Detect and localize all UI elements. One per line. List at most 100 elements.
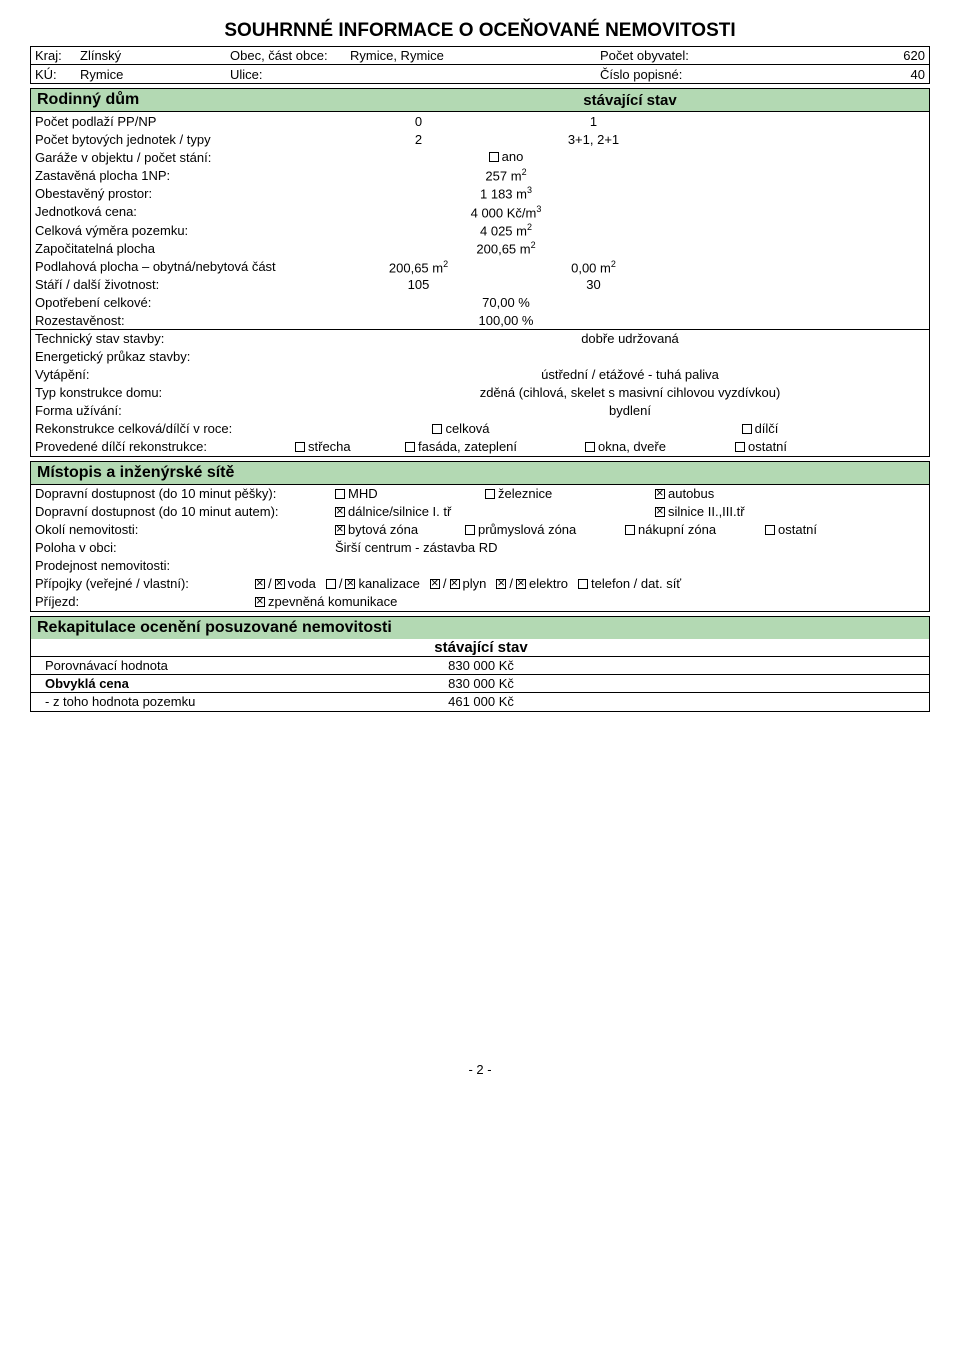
voda-vl-checkbox bbox=[275, 579, 285, 589]
typ-val: zděná (cihlová, skelet s masivní cihlovo… bbox=[331, 384, 929, 401]
autobus-checkbox bbox=[655, 489, 665, 499]
ok-ost: ostatní bbox=[761, 521, 929, 539]
cv-label: Celková výměra pozemku: bbox=[31, 222, 331, 239]
da-label: Dopravní dostupnost (do 10 minut autem): bbox=[31, 503, 331, 520]
zap-label: Započitatelná plocha bbox=[31, 240, 331, 257]
zp-label: Zastavěná plocha 1NP: bbox=[31, 167, 331, 184]
prov-3: okna, dveře bbox=[581, 438, 731, 456]
okna-checkbox bbox=[585, 442, 595, 452]
byt-a: 2 bbox=[331, 131, 506, 148]
ku-value: Rymice bbox=[76, 66, 226, 83]
stari-b: 30 bbox=[506, 276, 681, 293]
podlazi-label: Počet podlaží PP/NP bbox=[31, 113, 331, 130]
prij-label: Příjezd: bbox=[31, 593, 251, 610]
rek-b: dílčí bbox=[591, 420, 929, 438]
opot-val: 70,00 % bbox=[331, 294, 681, 311]
garaz-checkbox bbox=[489, 152, 499, 162]
ostatni-zona-checkbox bbox=[765, 525, 775, 535]
ok-label: Okolí nemovitosti: bbox=[31, 521, 331, 538]
rd-state-header: stávající stav bbox=[331, 92, 929, 109]
por-val: 830 000 Kč bbox=[331, 657, 631, 674]
zeleznice-checkbox bbox=[485, 489, 495, 499]
stari-a: 105 bbox=[331, 276, 506, 293]
obv-val: 830 000 Kč bbox=[331, 675, 631, 692]
obv-label: Obvyklá cena bbox=[31, 675, 331, 692]
dp-mhd: MHD bbox=[331, 485, 481, 503]
forma-val: bydlení bbox=[331, 402, 929, 419]
poz-label: - z toho hodnota pozemku bbox=[31, 693, 331, 710]
forma-label: Forma užívání: bbox=[31, 402, 331, 419]
pol-label: Poloha v obci: bbox=[31, 539, 331, 556]
ok-byt: bytová zóna bbox=[331, 521, 461, 539]
podlazi-b: 1 bbox=[506, 113, 681, 130]
misto-heading: Místopis a inženýrské sítě bbox=[31, 462, 929, 485]
plyn-v-checkbox bbox=[430, 579, 440, 589]
pol-val: Širší centrum - zástavba RD bbox=[331, 539, 929, 556]
ep-label: Energetický průkaz stavby: bbox=[31, 348, 331, 365]
prov-label: Provedené dílčí rekonstrukce: bbox=[31, 438, 291, 455]
obec-label: Obec, část obce: bbox=[226, 47, 346, 64]
ele-vl-checkbox bbox=[516, 579, 526, 589]
podl-b: 0,00 m2 bbox=[506, 258, 681, 276]
tel-checkbox bbox=[578, 579, 588, 589]
ts-label: Technický stav stavby: bbox=[31, 330, 331, 347]
vyt-val: ústřední / etážové - tuhá paliva bbox=[331, 366, 929, 383]
podl-a: 200,65 m2 bbox=[331, 258, 506, 276]
kraj-label: Kraj: bbox=[31, 47, 76, 64]
vyt-label: Vytápění: bbox=[31, 366, 331, 383]
opot-label: Opotřebení celkové: bbox=[31, 294, 331, 311]
byt-label: Počet bytových jednotek / typy bbox=[31, 131, 331, 148]
ep-val bbox=[331, 356, 929, 358]
typ-label: Typ konstrukce domu: bbox=[31, 384, 331, 401]
mhd-checkbox bbox=[335, 489, 345, 499]
prov-1: střecha bbox=[291, 438, 401, 456]
garaz-label: Garáže v objektu / počet stání: bbox=[31, 149, 331, 166]
podl-label: Podlahová plocha – obytná/nebytová část bbox=[31, 258, 331, 275]
op-val: 1 183 m3 bbox=[331, 184, 681, 202]
kraj-value: Zlínský bbox=[76, 47, 226, 64]
zpevnena-checkbox bbox=[255, 597, 265, 607]
rd-section: Rodinný dům stávající stav Počet podlaží… bbox=[30, 88, 930, 457]
da-dal: dálnice/silnice I. tř bbox=[331, 503, 651, 521]
header-section: Kraj: Zlínský Obec, část obce: Rymice, R… bbox=[30, 46, 930, 84]
stari-label: Stáří / další životnost: bbox=[31, 276, 331, 293]
ku-label: KÚ: bbox=[31, 66, 76, 83]
rek-dilci-checkbox bbox=[742, 424, 752, 434]
plyn-vl-checkbox bbox=[450, 579, 460, 589]
zap-val: 200,65 m2 bbox=[331, 239, 681, 257]
ok-nak: nákupní zóna bbox=[621, 521, 761, 539]
dp-zel: železnice bbox=[481, 485, 651, 503]
pocob-label: Počet obyvatel: bbox=[596, 47, 706, 64]
ulice-label: Ulice: bbox=[226, 66, 346, 83]
ulice-value bbox=[346, 73, 596, 75]
silnice-checkbox bbox=[655, 507, 665, 517]
page-title: SOUHRNNÉ INFORMACE O OCEŇOVANÉ NEMOVITOS… bbox=[30, 20, 930, 42]
roz-val: 100,00 % bbox=[331, 312, 681, 329]
strecha-checkbox bbox=[295, 442, 305, 452]
prov-4: ostatní bbox=[731, 438, 929, 456]
dp-bus: autobus bbox=[651, 485, 929, 503]
prov-2: fasáda, zateplení bbox=[401, 438, 581, 456]
prip-label: Přípojky (veřejné / vlastní): bbox=[31, 575, 251, 592]
rek-celkova-checkbox bbox=[432, 424, 442, 434]
prip-vals: / voda / kanalizace / plyn / elektro tel… bbox=[251, 575, 929, 592]
bytova-checkbox bbox=[335, 525, 345, 535]
misto-section: Místopis a inženýrské sítě Dopravní dost… bbox=[30, 461, 930, 612]
ostatni-checkbox bbox=[735, 442, 745, 452]
prij-val: zpevněná komunikace bbox=[251, 593, 929, 611]
ele-v-checkbox bbox=[496, 579, 506, 589]
obec-value: Rymice, Rymice bbox=[346, 47, 596, 64]
prumyslova-checkbox bbox=[465, 525, 475, 535]
rek-label: Rekonstrukce celková/dílčí v roce: bbox=[31, 420, 331, 437]
zp-val: 257 m2 bbox=[331, 166, 681, 184]
ok-prum: průmyslová zóna bbox=[461, 521, 621, 539]
rd-heading: Rodinný dům bbox=[31, 89, 331, 111]
byt-b: 3+1, 2+1 bbox=[506, 131, 681, 148]
kan-v-checkbox bbox=[326, 579, 336, 589]
voda-v-checkbox bbox=[255, 579, 265, 589]
rekap-section: Rekapitulace ocenění posuzované nemovito… bbox=[30, 616, 930, 712]
kan-vl-checkbox bbox=[345, 579, 355, 589]
por-label: Porovnávací hodnota bbox=[31, 657, 331, 674]
fasada-checkbox bbox=[405, 442, 415, 452]
roz-label: Rozestavěnost: bbox=[31, 312, 331, 329]
